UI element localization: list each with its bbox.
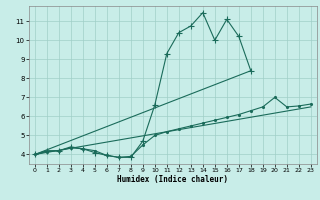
X-axis label: Humidex (Indice chaleur): Humidex (Indice chaleur): [117, 175, 228, 184]
